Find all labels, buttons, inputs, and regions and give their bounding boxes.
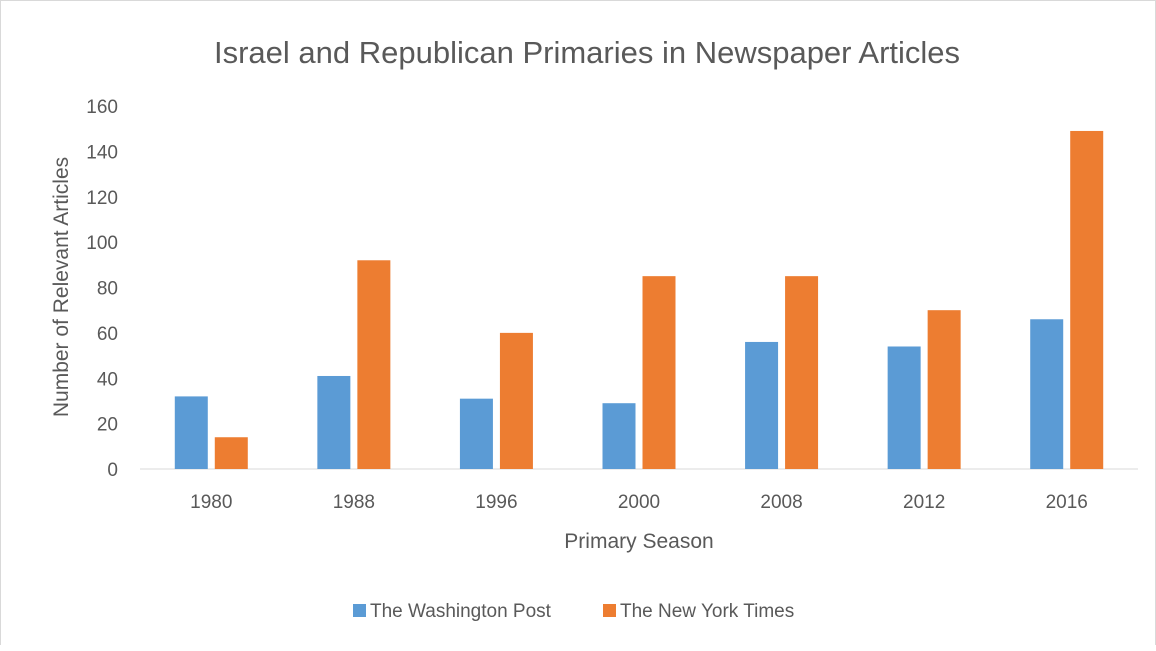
bar-washington-post-2016 (1030, 319, 1064, 469)
y-tick-label: 120 (86, 188, 118, 209)
bar-washington-post-1980 (174, 396, 208, 469)
y-tick-label: 100 (86, 233, 118, 254)
y-tick-label: 0 (107, 460, 118, 481)
y-tick-label: 160 (86, 97, 118, 118)
bar-washington-post-2000 (602, 403, 636, 469)
legend-label: The New York Times (620, 601, 794, 622)
bar-washington-post-2008 (745, 341, 779, 469)
y-tick-label: 60 (97, 324, 118, 345)
y-tick-label: 140 (86, 142, 118, 163)
legend-swatch (353, 604, 366, 617)
bars (174, 130, 1104, 470)
bar-new-york-times-2000 (642, 276, 676, 469)
y-tick-label: 20 (97, 415, 118, 436)
x-tick-label: 2008 (760, 492, 802, 513)
bar-new-york-times-2012 (927, 310, 961, 469)
legend-swatch (603, 604, 616, 617)
bar-new-york-times-1996 (499, 332, 533, 469)
x-tick-label: 1996 (475, 492, 517, 513)
x-tick-label: 1980 (190, 492, 232, 513)
x-axis-label: Primary Season (564, 530, 713, 553)
legend: The Washington Post The New York Times (353, 601, 794, 622)
bar-new-york-times-2016 (1070, 130, 1104, 470)
bar-new-york-times-1980 (214, 437, 248, 469)
y-tick-label: 40 (97, 369, 118, 390)
x-tick-label: 2000 (618, 492, 660, 513)
bar-new-york-times-2008 (785, 276, 819, 469)
y-axis-ticks: 0 20 40 60 80 100 120 140 160 (86, 97, 118, 481)
bar-washington-post-1988 (317, 375, 351, 469)
x-tick-label: 2016 (1046, 492, 1088, 513)
bar-washington-post-2012 (887, 346, 921, 469)
chart-title: Israel and Republican Primaries in Newsp… (214, 35, 960, 70)
y-axis-label: Number of Relevant Articles (50, 157, 73, 417)
y-tick-label: 80 (97, 279, 118, 300)
bar-new-york-times-1988 (357, 260, 391, 469)
x-tick-label: 1988 (333, 492, 375, 513)
x-axis-ticks: 1980 1988 1996 2000 2008 2012 2016 (190, 492, 1088, 513)
legend-label: The Washington Post (370, 601, 552, 622)
x-tick-label: 2012 (903, 492, 945, 513)
bar-washington-post-1996 (459, 398, 493, 469)
